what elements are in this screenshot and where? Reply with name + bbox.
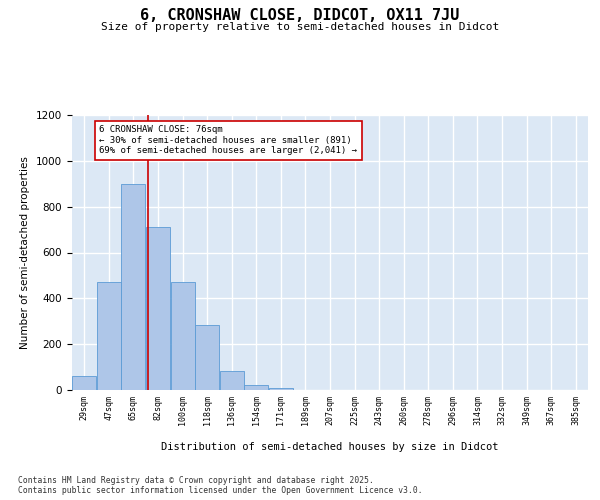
Bar xyxy=(97,282,121,390)
Text: Distribution of semi-detached houses by size in Didcot: Distribution of semi-detached houses by … xyxy=(161,442,499,452)
Bar xyxy=(195,324,219,390)
Text: Size of property relative to semi-detached houses in Didcot: Size of property relative to semi-detach… xyxy=(101,22,499,32)
Bar xyxy=(220,370,244,390)
Bar xyxy=(73,376,96,390)
Bar xyxy=(244,386,268,390)
Text: 6 CRONSHAW CLOSE: 76sqm
← 30% of semi-detached houses are smaller (891)
69% of s: 6 CRONSHAW CLOSE: 76sqm ← 30% of semi-de… xyxy=(100,126,358,155)
Text: Contains HM Land Registry data © Crown copyright and database right 2025.
Contai: Contains HM Land Registry data © Crown c… xyxy=(18,476,422,495)
Y-axis label: Number of semi-detached properties: Number of semi-detached properties xyxy=(20,156,31,349)
Bar xyxy=(170,282,194,390)
Bar xyxy=(146,228,170,390)
Bar xyxy=(121,184,145,390)
Bar xyxy=(269,388,293,390)
Text: 6, CRONSHAW CLOSE, DIDCOT, OX11 7JU: 6, CRONSHAW CLOSE, DIDCOT, OX11 7JU xyxy=(140,8,460,22)
